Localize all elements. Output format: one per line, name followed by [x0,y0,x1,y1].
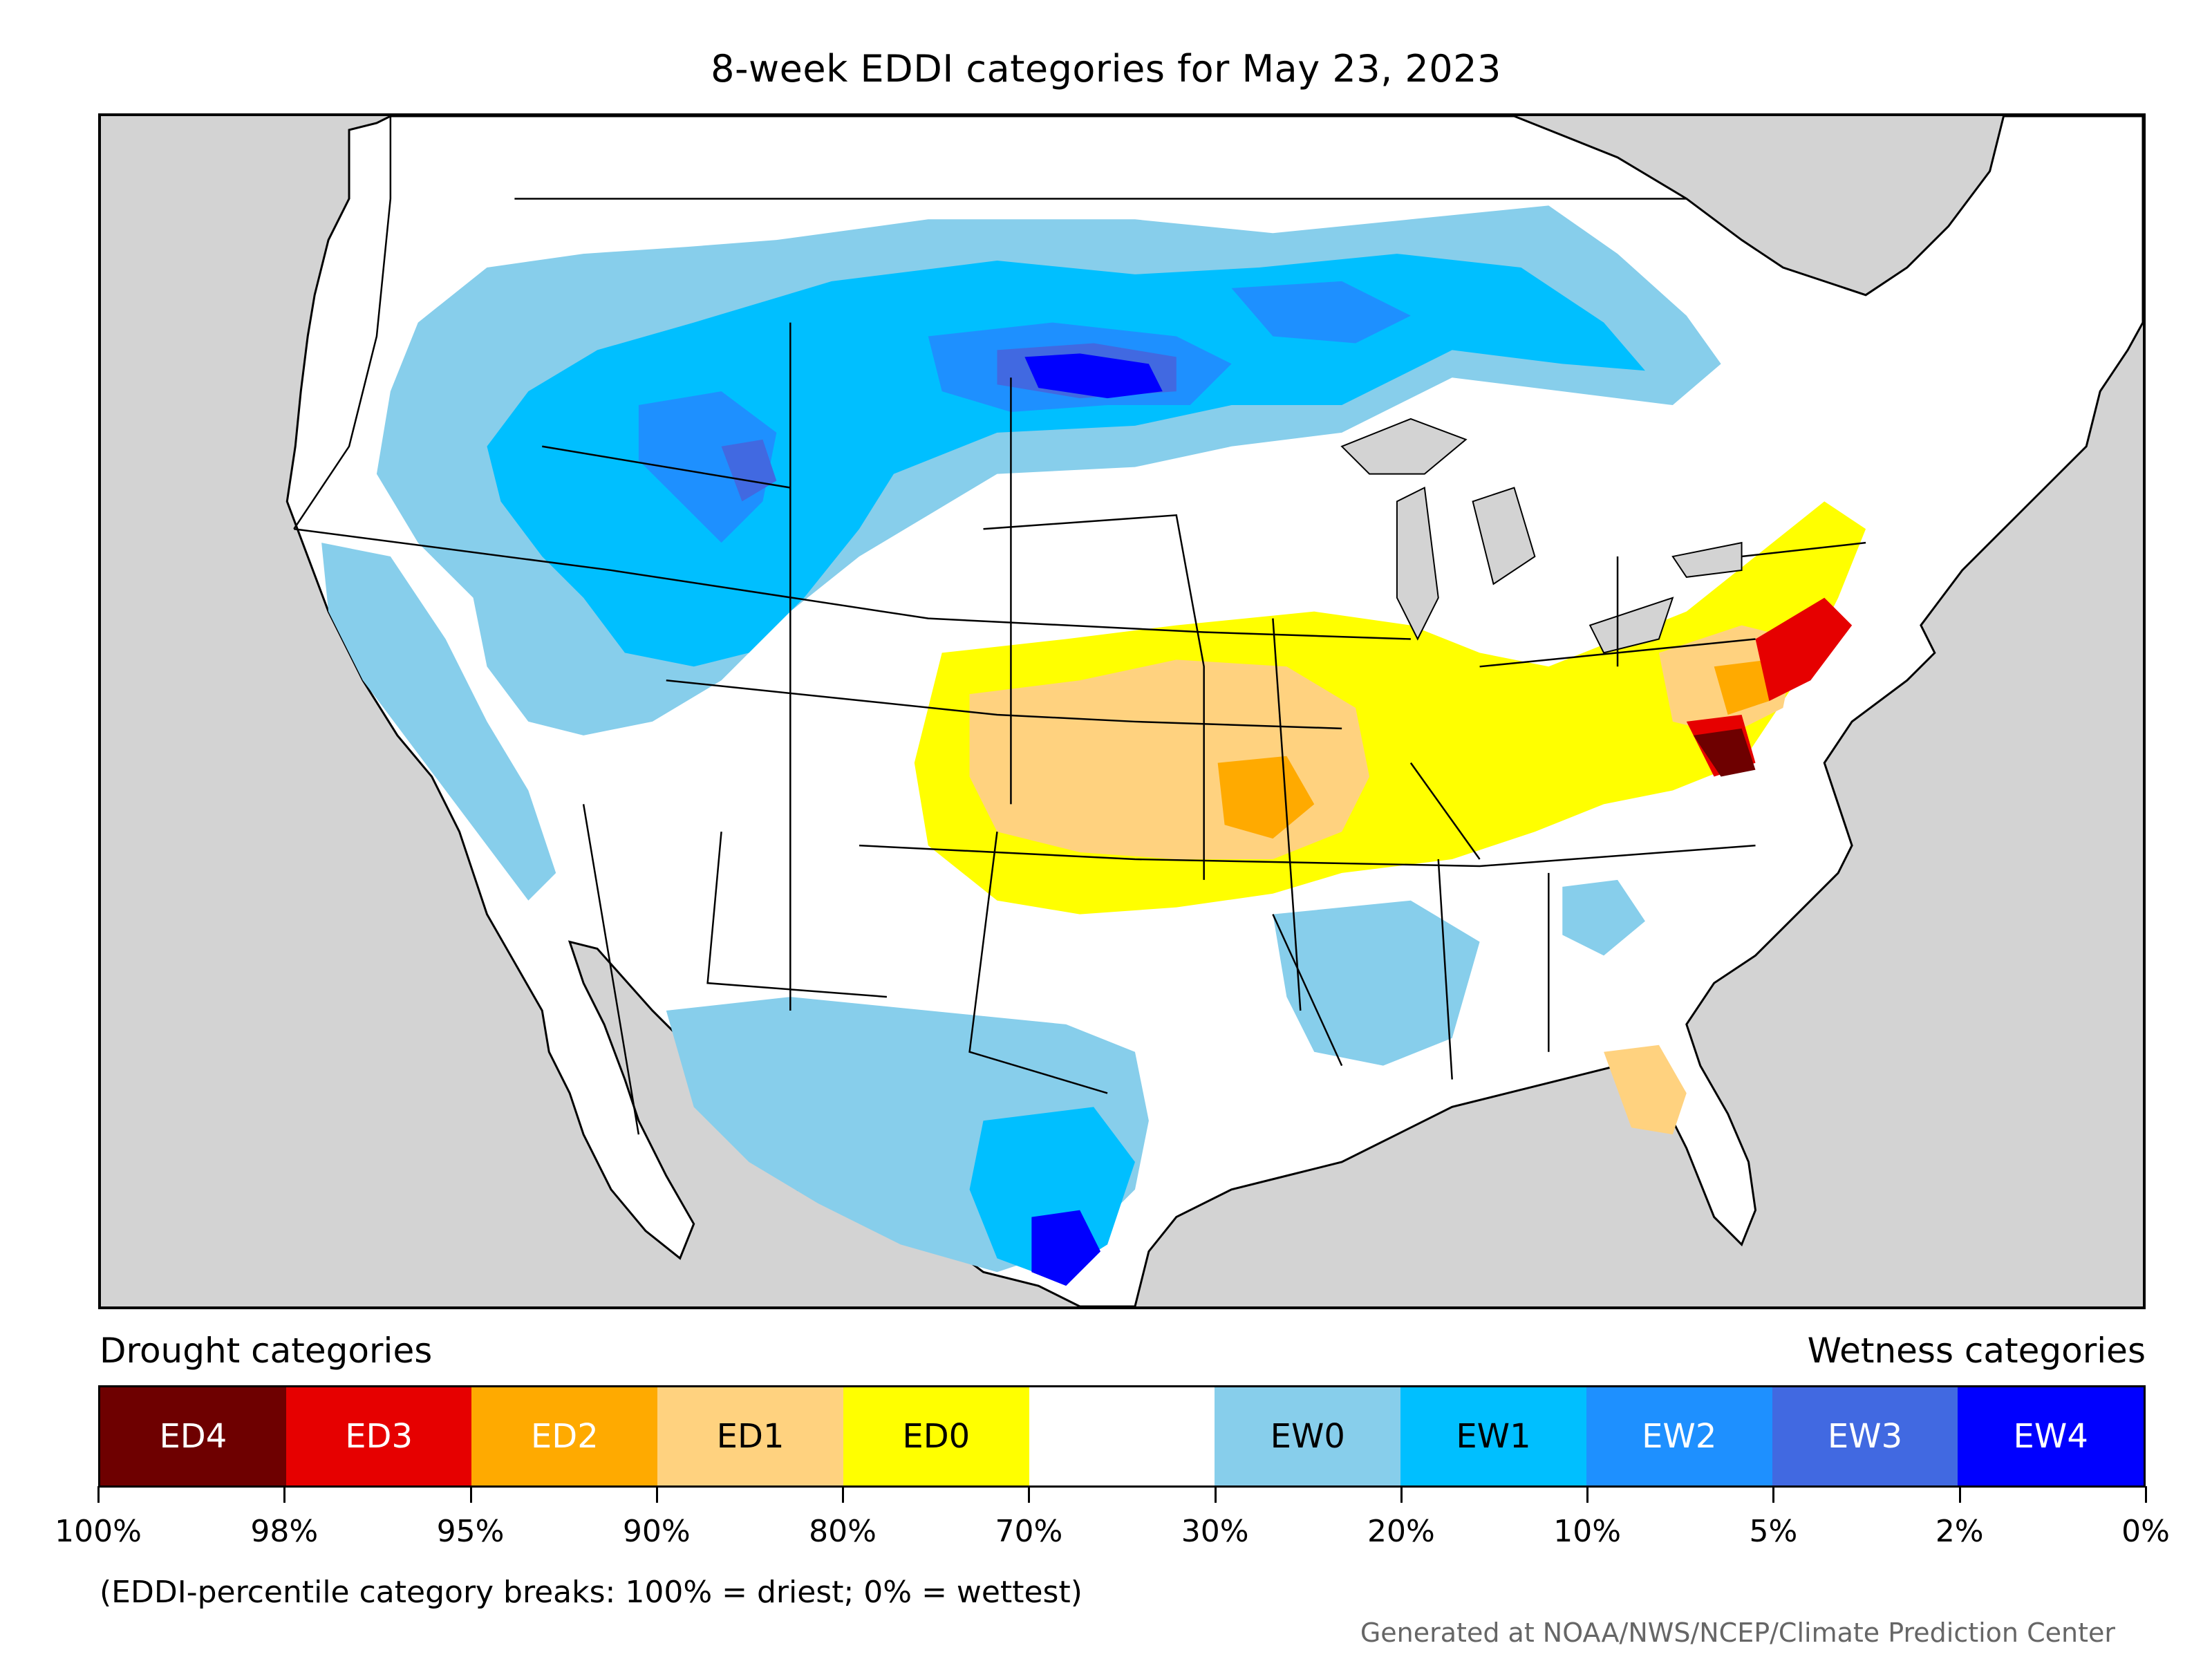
category-breaks-footnote: (EDDI-percentile category breaks: 100% =… [100,1575,1082,1610]
colorbar-tick-label: 10% [1553,1514,1622,1549]
colorbar-tick [1400,1486,1403,1503]
legend-swatch-ew1: EW1 [1400,1387,1586,1485]
colorbar-tick [1958,1486,1961,1503]
colorbar-tick-label: 98% [250,1514,319,1549]
colorbar-tick [1028,1486,1031,1503]
legend-swatch-normal [1029,1387,1215,1485]
ew4-south-texas [1031,1210,1101,1286]
map-title: 8-week EDDI categories for May 23, 2023 [711,47,1501,91]
colorbar-tick [1772,1486,1775,1503]
state-borders [293,116,1866,1135]
colorbar-tick [2145,1486,2147,1503]
drought-categories-label: Drought categories [100,1331,433,1371]
colorbar-tick-label: 90% [622,1514,691,1549]
legend-swatch-ed3: ED3 [285,1387,472,1485]
colorbar-tick [283,1486,286,1503]
map-canvas [285,116,2143,1306]
legend-swatch-ew0: EW0 [1215,1387,1401,1485]
legend-swatch-ew4: EW4 [1958,1387,2144,1485]
colorbar-tick [842,1486,845,1503]
ed2-missouri [1217,659,1770,839]
colorbar-tick [1586,1486,1589,1503]
legend-swatch-ed4: ED4 [100,1387,286,1485]
legend-swatch-ed0: ED0 [843,1387,1029,1485]
colorbar-tick-label: 5% [1749,1514,1798,1549]
colorbar-tick-label: 100% [55,1514,142,1549]
colorbar-tick-label: 80% [809,1514,877,1549]
ed1-kansas-missouri [969,625,1797,1135]
colorbar-tick-label: 0% [2121,1514,2170,1549]
ew-southeast [1273,879,1645,1066]
colorbar-tick-label: 70% [995,1514,1063,1549]
wetness-categories-label: Wetness categories [1807,1331,2146,1371]
ew1-northern-tier [487,254,1645,667]
ew-texas-coast [969,1107,1135,1280]
great-lakes [1340,418,1743,654]
colorbar-tick [97,1486,100,1503]
legend-swatch-ew3: EW3 [1772,1387,1958,1485]
credit-line: Generated at NOAA/NWS/NCEP/Climate Predi… [1360,1618,2115,1648]
colorbar-tick-label: 95% [436,1514,505,1549]
eddi-map [98,113,2146,1309]
colorbar-tick [655,1486,658,1503]
legend-swatch-ed2: ED2 [471,1387,658,1485]
ew2-northern-tier [638,281,1411,543]
legend-swatch-ew2: EW2 [1586,1387,1772,1485]
colorbar-tick-label: 2% [1935,1514,1984,1549]
category-colorbar: ED4 ED3 ED2 ED1 ED0 EW0 EW1 EW2 EW3 EW4 [98,1385,2146,1488]
colorbar-tick-label: 30% [1181,1514,1249,1549]
colorbar-tick [1214,1486,1217,1503]
colorbar-ticks [97,1486,2147,1506]
ew-west-coast [321,543,556,901]
ed4-virginia [1693,728,1756,777]
ew4-north-dakota [1024,353,1163,399]
colorbar-tick [469,1486,472,1503]
colorbar-tick-label: 20% [1367,1514,1435,1549]
legend-swatch-ed1: ED1 [657,1387,843,1485]
